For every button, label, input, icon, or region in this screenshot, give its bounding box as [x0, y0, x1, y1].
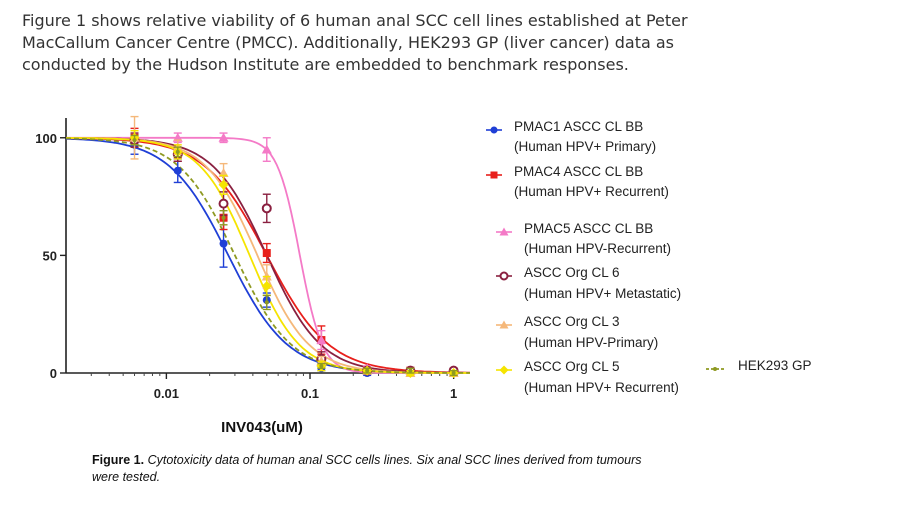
data-point	[219, 239, 228, 248]
intro-text: Figure 1 shows relative viability of 6 h…	[22, 10, 902, 76]
legend-marker	[490, 126, 498, 134]
intro-line: conducted by the Hudson Institute are em…	[22, 55, 629, 74]
data-point	[132, 138, 137, 143]
x-tick-label: 1	[450, 386, 457, 401]
legend-sublabel: (Human HPV+ Recurrent)	[524, 380, 679, 395]
legend-label: ASCC Org CL 5	[524, 359, 620, 374]
figure-caption: Figure 1. Cytotoxicity data of human ana…	[92, 452, 852, 486]
data-point	[319, 363, 324, 368]
legend-marker	[499, 320, 509, 329]
data-point	[218, 132, 229, 142]
data-point	[218, 198, 229, 209]
data-point	[173, 166, 182, 175]
x-tick-label: 0.01	[154, 386, 179, 401]
y-tick-label: 50	[43, 248, 57, 263]
legend-marker	[499, 365, 509, 375]
legend-marker	[490, 171, 498, 179]
legend-marker	[713, 367, 717, 371]
intro-line: Figure 1 shows relative viability of 6 h…	[22, 11, 688, 30]
legend-sublabel: (Human HPV+ Recurrent)	[514, 184, 669, 199]
legend-sublabel: (Human HPV+ Primary)	[514, 139, 656, 154]
data-point	[261, 144, 272, 154]
legend-sublabel: (Human HPV+ Metastatic)	[524, 286, 681, 301]
caption-line: were tested.	[92, 470, 161, 484]
data-point	[316, 335, 327, 345]
data-point	[175, 149, 180, 154]
x-axis-label: INV043(uM)	[221, 419, 303, 436]
y-tick-label: 0	[50, 366, 57, 381]
caption-line: Cytotoxicity data of human anal SCC cell…	[147, 453, 642, 467]
legend-label: PMAC5 ASCC CL BB	[524, 221, 653, 236]
caption-label: Figure 1.	[92, 453, 145, 467]
data-point	[218, 179, 229, 190]
legend-label: ASCC Org CL 3	[524, 314, 620, 329]
data-points	[129, 115, 459, 378]
axes: 0 50 100 0.01 0.1 1	[35, 118, 470, 401]
legend-label: PMAC1 ASCC CL BB	[514, 119, 643, 134]
legend: PMAC1 ASCC CL BB (Human HPV+ Primary) PMAC…	[486, 119, 812, 395]
legend-label: PMAC4 ASCC CL BB	[514, 164, 643, 179]
y-tick-label: 100	[35, 131, 57, 146]
data-point	[261, 203, 272, 214]
data-point	[221, 215, 226, 220]
legend-sublabel: (Human HPV-Recurrent)	[524, 241, 671, 256]
data-point	[261, 280, 272, 291]
data-point	[451, 371, 456, 375]
legend-marker	[499, 227, 509, 236]
legend-label: HEK293 GP	[738, 358, 812, 373]
data-point	[262, 249, 271, 258]
legend-label: ASCC Org CL 6	[524, 265, 620, 280]
legend-marker	[499, 271, 509, 281]
data-point	[408, 368, 413, 373]
data-point	[365, 368, 370, 373]
x-tick-label: 0.1	[301, 386, 319, 401]
legend-sublabel: (Human HPV-Primary)	[524, 335, 658, 350]
data-point	[264, 300, 269, 305]
intro-line: MacCallum Cancer Centre (PMCC). Addition…	[22, 33, 675, 52]
